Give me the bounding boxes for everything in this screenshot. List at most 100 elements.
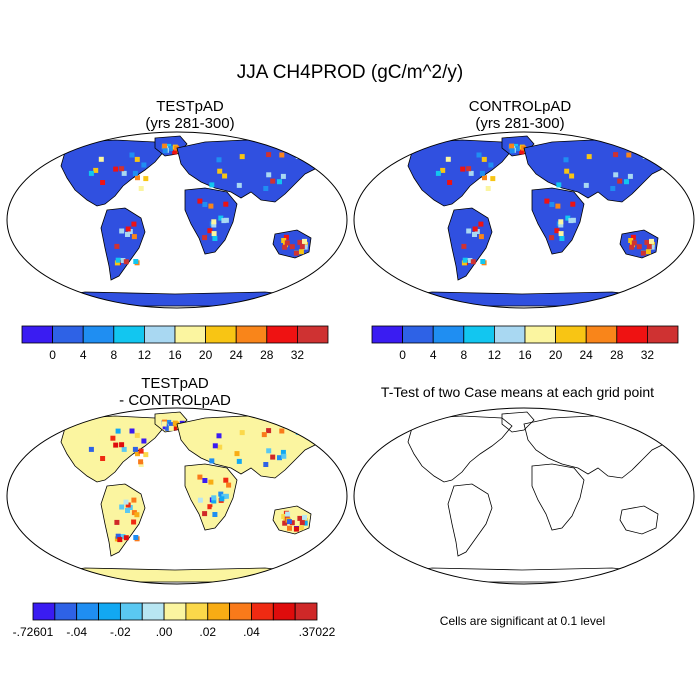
grid-cell <box>470 259 476 265</box>
grid-cell <box>129 152 135 158</box>
colorbar-swatch <box>371 325 404 344</box>
colorbar-swatch <box>119 602 143 621</box>
grid-cell <box>302 520 308 526</box>
grid-cell <box>586 154 592 160</box>
grid-cell <box>479 170 485 176</box>
grid-cell <box>519 149 525 155</box>
panel2-title-line1: CONTROLpAD <box>468 98 572 115</box>
grid-cell <box>270 454 276 460</box>
grid-cell <box>117 537 123 543</box>
panel2-title: CONTROLpAD (yrs 281-300) <box>365 98 675 132</box>
panel1-title: TESTpAD (yrs 281-300) <box>35 98 345 132</box>
panel1-title-line2: (yrs 281-300) <box>145 115 235 132</box>
continent-australia <box>619 505 659 535</box>
grid-cell <box>132 446 138 452</box>
grid-cell <box>211 507 217 513</box>
grid-cell <box>649 241 655 247</box>
grid-cell <box>119 166 125 172</box>
grid-cell <box>556 182 562 188</box>
grid-cell <box>509 143 515 149</box>
grid-cell <box>624 179 629 185</box>
figure-title: JJA CH4PROD (gC/m^2/y) <box>236 62 464 83</box>
grid-cell <box>302 517 308 523</box>
colorbar-tick-label: 4 <box>79 348 87 362</box>
grid-cell <box>216 157 222 163</box>
colorbar-swatch <box>207 602 231 621</box>
grid-cell <box>129 428 135 434</box>
grid-cell <box>121 170 127 176</box>
grid-cell <box>285 511 291 517</box>
colorbar-tick-label: 20 <box>548 348 563 362</box>
grid-cell <box>222 173 228 179</box>
grid-cell <box>138 462 144 467</box>
grid-cell <box>302 238 307 244</box>
grid-cell <box>98 156 104 162</box>
grid-cell <box>298 525 304 531</box>
grid-cell <box>569 173 575 179</box>
grid-cell <box>277 455 282 461</box>
grid-cell <box>212 512 218 517</box>
grid-cell <box>143 452 149 458</box>
grid-cell <box>100 456 106 461</box>
grid-cell <box>279 152 285 158</box>
colorbar-swatch <box>163 602 187 621</box>
grid-cell <box>125 226 131 232</box>
grid-cell <box>211 495 217 501</box>
grid-cell <box>208 479 214 485</box>
continent-antarctica <box>371 291 678 307</box>
colorbar-swatch <box>585 325 618 344</box>
grid-cell <box>114 519 120 525</box>
grid-cell <box>212 443 218 449</box>
grid-cell <box>141 162 147 168</box>
colorbar-tick-label: 0 <box>399 348 406 362</box>
grid-cell <box>626 152 632 158</box>
grid-cell <box>293 250 299 256</box>
grid-cell <box>131 497 137 503</box>
grid-cell <box>217 168 223 174</box>
grid-cell <box>293 526 299 532</box>
grid-cell <box>172 425 178 431</box>
colorbar-swatch <box>494 325 526 344</box>
colorbar-tick-label: -.02 <box>110 625 131 639</box>
grid-cell <box>555 203 561 209</box>
grid-cell <box>649 244 655 250</box>
grid-cell <box>174 145 180 151</box>
colorbar-tick-label: .00 <box>155 625 173 639</box>
continent-samerica <box>447 483 493 557</box>
grid-cell <box>223 217 229 223</box>
grid-cell <box>628 238 634 243</box>
grid-cell <box>263 462 269 467</box>
grid-cell <box>565 215 571 221</box>
colorbar-tick-label: 28 <box>260 348 274 362</box>
grid-cell <box>482 175 487 181</box>
grid-cell <box>125 508 130 513</box>
grid-cell <box>490 176 496 182</box>
panel4-title: T-Test of two Case means at each grid po… <box>345 384 690 401</box>
grid-cell <box>113 442 119 448</box>
grid-cell <box>282 520 288 526</box>
colorbar-tick-label: 12 <box>137 348 152 362</box>
grid-cell <box>283 234 289 240</box>
grid-cell <box>138 459 144 465</box>
colorbar-tick-label: .04 <box>243 625 260 639</box>
grid-cell <box>299 520 305 526</box>
grid-cell <box>143 176 149 182</box>
colorbar-tick-label: 16 <box>168 348 182 362</box>
grid-cell <box>435 170 441 176</box>
colorbar-tick-label: 8 <box>110 348 118 362</box>
grid-cell <box>631 240 637 246</box>
grid-cell <box>134 512 140 518</box>
grid-cell <box>121 446 127 452</box>
grid-cell <box>115 257 121 263</box>
grid-cell <box>266 152 272 158</box>
grid-cell <box>202 511 208 517</box>
grid-cell <box>135 175 140 181</box>
grid-cell <box>466 228 472 234</box>
colorbar-swatch <box>251 602 274 621</box>
grid-cell <box>564 168 570 174</box>
grid-cell <box>113 166 119 172</box>
grid-cell <box>234 451 240 457</box>
colorbar-control <box>371 325 679 344</box>
grid-cell <box>645 249 651 255</box>
grid-cell <box>123 535 129 541</box>
